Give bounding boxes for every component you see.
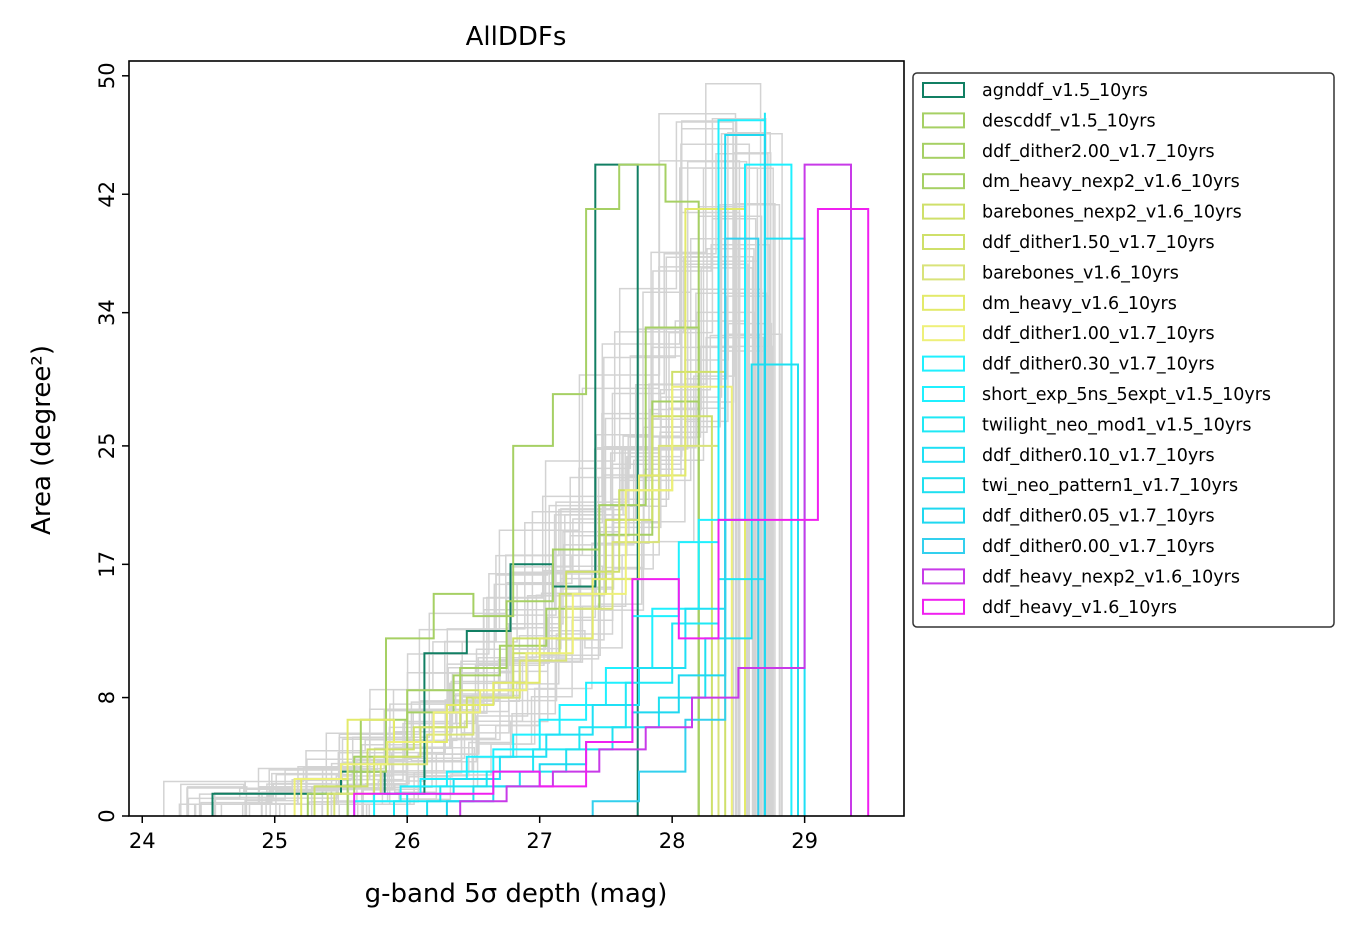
x-tick-label: 27 (526, 829, 553, 853)
x-axis: 24 25 26 27 28 29 (129, 816, 818, 853)
background-histogram (199, 256, 754, 816)
histogram-series-16 (459, 163, 852, 816)
legend-label: ddf_dither0.30_v1.7_10yrs (982, 355, 1215, 375)
histogram-series-17 (353, 208, 870, 816)
legend-swatch (922, 568, 965, 585)
x-axis-title: g-band 5σ depth (mag) (365, 879, 668, 909)
legend-swatch (922, 416, 965, 433)
y-tick-label: 0 (95, 809, 119, 822)
legend-swatch (922, 82, 965, 98)
legend-label: short_exp_5ns_5expt_v1.5_10yrs (982, 385, 1271, 405)
legend-swatch (922, 355, 965, 372)
legend-label: ddf_dither0.00_v1.7_10yrs (982, 537, 1215, 557)
legend-swatch (922, 507, 965, 524)
background-histogram (245, 320, 748, 816)
histogram-series-1 (346, 163, 700, 816)
legend-swatch (922, 294, 965, 311)
legend-label: ddf_dither1.00_v1.7_10yrs (982, 324, 1215, 344)
legend-label: dm_heavy_v1.6_10yrs (982, 294, 1177, 314)
histogram-series-9 (353, 119, 766, 816)
legend-label: ddf_heavy_nexp2_v1.6_10yrs (982, 567, 1240, 587)
legend-swatch (922, 112, 965, 129)
legend-label: ddf_dither2.00_v1.7_10yrs (982, 142, 1215, 162)
legend-label: descddf_v1.5_10yrs (982, 111, 1156, 131)
legend-swatch (922, 325, 965, 342)
legend-swatch (922, 446, 965, 463)
y-tick-label: 50 (95, 62, 119, 89)
legend-label: twi_neo_pattern1_v1.7_10yrs (982, 476, 1238, 496)
legend-label: dm_heavy_nexp2_v1.6_10yrs (982, 172, 1240, 192)
x-tick-label: 28 (659, 829, 686, 853)
legend-swatch (922, 477, 965, 494)
y-axis: 0 8 17 25 34 42 50 (95, 62, 129, 823)
legend-swatch (922, 538, 965, 554)
legend-swatch (922, 264, 965, 281)
x-tick-label: 29 (791, 829, 818, 853)
histogram-series-8 (293, 385, 733, 816)
histogram-series-13 (426, 363, 799, 816)
chart-title: AllDDFs (466, 22, 567, 52)
legend-label: ddf_dither0.05_v1.7_10yrs (982, 507, 1215, 527)
legend-frame (912, 72, 1335, 628)
histogram-series-15 (591, 237, 760, 816)
legend-label: ddf_dither0.10_v1.7_10yrs (982, 446, 1215, 466)
legend-swatch (922, 598, 965, 615)
y-tick-label: 42 (95, 181, 119, 208)
y-axis-title: Area (degree²) (27, 345, 57, 535)
legend-label: ddf_heavy_v1.6_10yrs (982, 598, 1177, 618)
histogram-series-5 (326, 415, 713, 816)
y-tick-label: 25 (95, 433, 119, 460)
legend-label: agnddf_v1.5_10yrs (982, 81, 1148, 101)
legend: agnddf_v1.5_10yrs descddf_v1.5_10yrs ddf_d… (912, 72, 1335, 628)
legend-swatch (922, 203, 965, 220)
legend-label: twilight_neo_mod1_v1.5_10yrs (982, 415, 1252, 435)
x-tick-label: 25 (261, 829, 288, 853)
y-tick-label: 34 (95, 299, 119, 326)
plot-frame (128, 60, 905, 817)
histogram-series-6 (333, 444, 720, 816)
series-histograms (211, 112, 870, 816)
legend-label: ddf_dither1.50_v1.7_10yrs (982, 233, 1215, 253)
background-histogram (213, 167, 759, 816)
legend-swatch (922, 173, 965, 190)
legend-swatch (922, 386, 965, 402)
legend-label: barebones_v1.6_10yrs (982, 263, 1179, 283)
legend-swatch (922, 234, 965, 250)
legend-swatch (922, 142, 965, 159)
histogram-series-7 (300, 208, 746, 816)
background-histogram (356, 133, 783, 816)
x-tick-label: 26 (394, 829, 421, 853)
y-tick-label: 8 (95, 691, 119, 704)
legend-label: barebones_nexp2_v1.6_10yrs (982, 203, 1242, 223)
x-tick-label: 24 (129, 829, 156, 853)
y-tick-label: 17 (95, 551, 119, 578)
